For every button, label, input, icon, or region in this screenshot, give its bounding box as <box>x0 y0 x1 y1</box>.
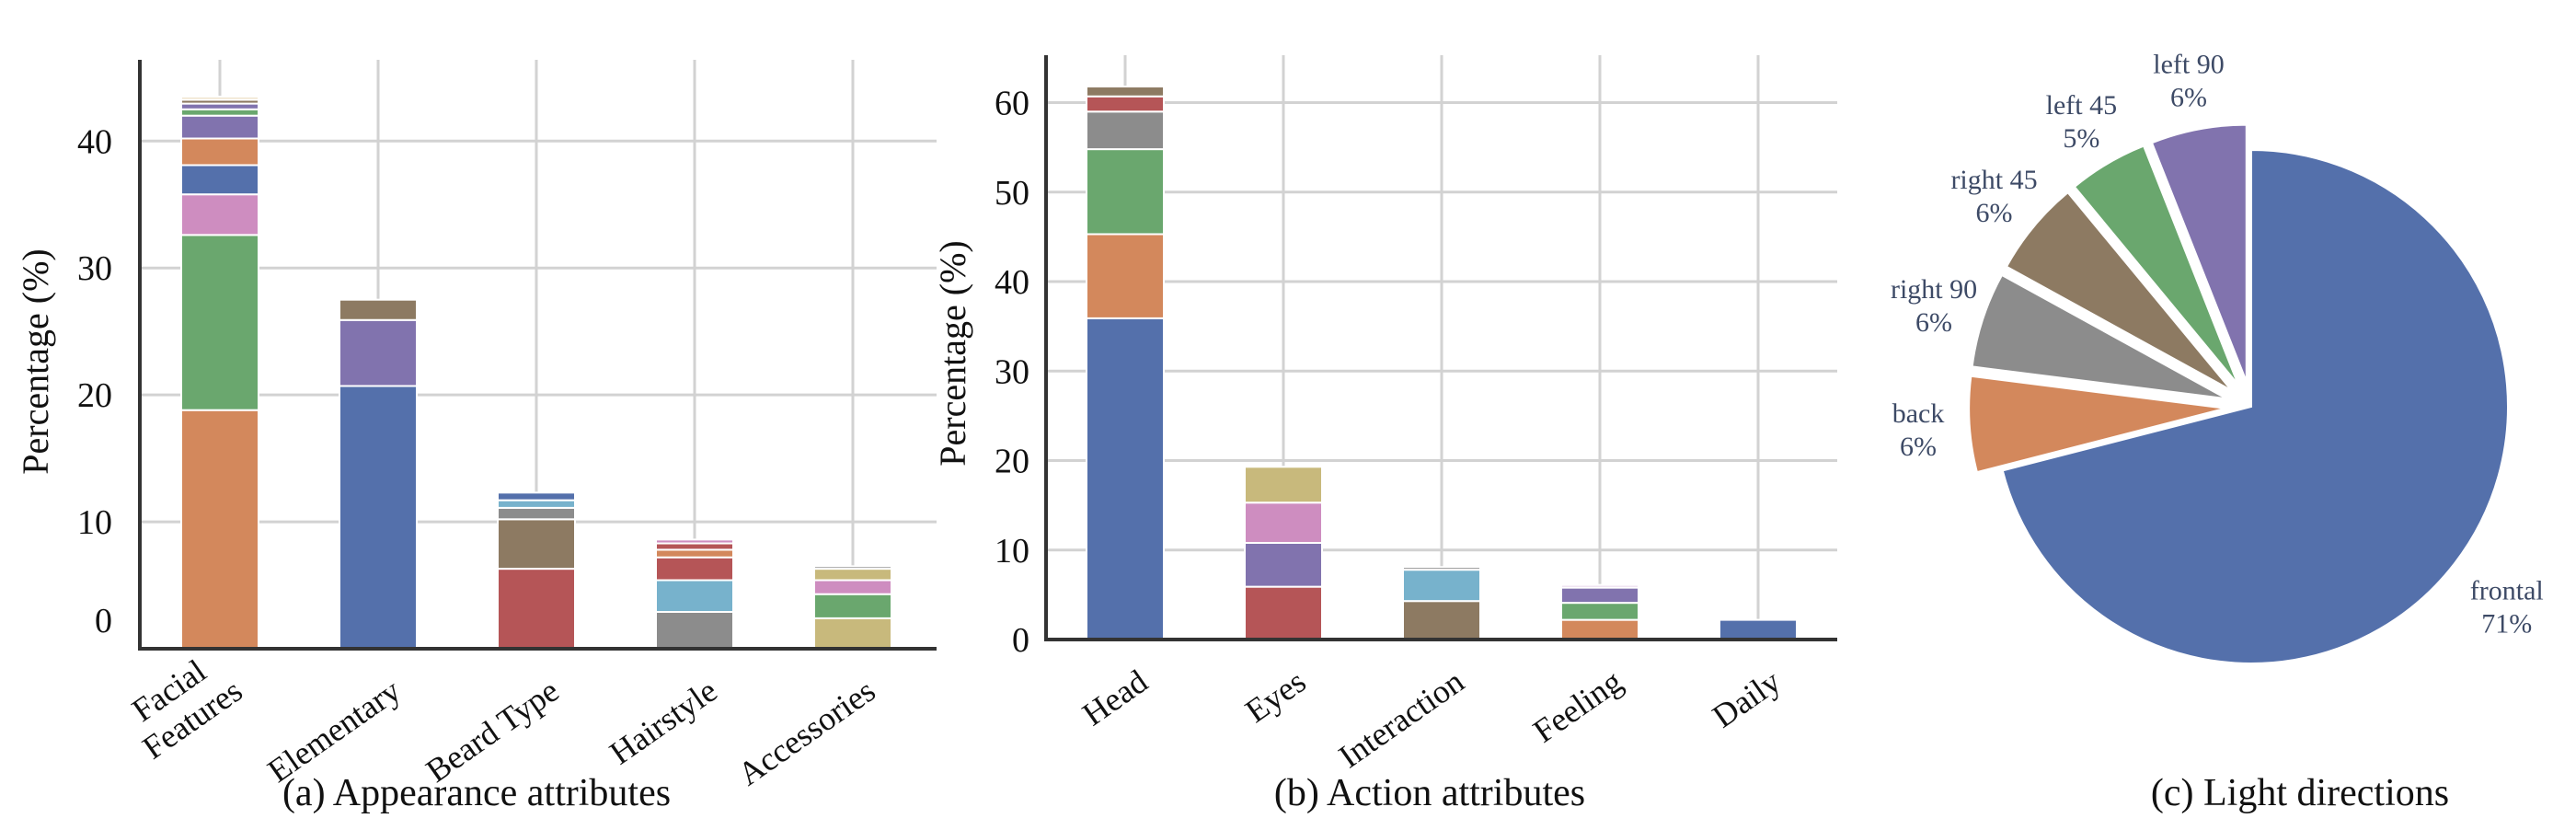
bar-segment <box>1560 586 1639 605</box>
bar-segment <box>497 506 576 521</box>
bar-segment <box>1086 110 1165 151</box>
pie-percent-label: 6% <box>1915 307 1952 338</box>
y-tick-label: 30 <box>77 249 112 288</box>
bar-chart-action: 0 10 20 30 40 50 60 Head Eyes Interaction Feeling D… <box>932 55 1837 814</box>
bar-segment <box>1086 317 1165 640</box>
bar-segment <box>1402 600 1481 641</box>
pie-percent-label: 5% <box>2063 123 2099 154</box>
bar-segment <box>655 611 734 650</box>
bar-segment <box>497 518 576 571</box>
x-tick-label-line: Interaction <box>1332 663 1471 775</box>
x-tick-label: Accessories <box>731 672 882 792</box>
x-tick-label: Head <box>1075 663 1154 732</box>
bar-segment <box>180 137 259 167</box>
x-tick-label-line: Head <box>1075 663 1154 732</box>
pie-label: left 45 <box>2046 90 2117 121</box>
bar-segment <box>1086 148 1165 236</box>
x-tick-label-line: Eyes <box>1238 663 1312 730</box>
bar-segment <box>813 565 892 571</box>
y-tick-label: 0 <box>1012 621 1029 660</box>
bar-segment <box>497 499 576 509</box>
bar-segment <box>180 234 259 411</box>
bar-segment <box>1560 602 1639 621</box>
bar-segment <box>813 568 892 582</box>
bar-segment <box>1244 466 1323 504</box>
x-tick-label: Eyes <box>1238 663 1312 730</box>
bar-segment <box>1402 566 1481 571</box>
y-tick-label: 10 <box>995 532 1029 571</box>
pie-slice <box>1971 273 2227 400</box>
bar-segment <box>813 593 892 619</box>
bar-segment <box>813 579 892 595</box>
y-tick-label: 40 <box>995 263 1029 302</box>
y-tick-label: 40 <box>77 122 112 161</box>
bar-segment <box>1244 541 1323 588</box>
pie-label: right 90 <box>1891 274 1977 305</box>
bar-segment <box>180 193 259 236</box>
y-tick-label: 60 <box>995 85 1029 123</box>
bar-segment <box>180 114 259 140</box>
pie-percent-label: 6% <box>1900 432 1937 462</box>
pie-label: left 90 <box>2153 50 2224 80</box>
x-tick-label-line: Accessories <box>731 672 882 792</box>
pie-slice <box>2150 123 2248 382</box>
x-tick-label: FacialFeatures <box>115 641 249 766</box>
bar-segment <box>497 568 576 651</box>
pie-percent-label: 6% <box>2170 83 2207 113</box>
x-tick-label: Interaction <box>1332 663 1471 775</box>
bar-segment <box>1086 86 1165 98</box>
y-tick-label: 0 <box>95 602 112 640</box>
bar-segment <box>1244 501 1323 544</box>
bar-segment <box>655 556 734 582</box>
x-tick-label: Daily <box>1706 663 1787 735</box>
chart-caption: (a) Appearance attributes <box>282 772 671 814</box>
bar-segment <box>339 298 418 321</box>
chart-caption: (c) Light directions <box>2151 772 2449 814</box>
y-tick-label: 20 <box>995 443 1029 481</box>
bar-segment <box>1402 569 1481 603</box>
bar-segment <box>497 491 576 501</box>
bar-segment <box>180 409 259 650</box>
bar-segment <box>655 538 734 545</box>
pie-slice <box>2001 148 2509 664</box>
bar-segment <box>655 548 734 559</box>
bar-segment <box>180 96 259 101</box>
y-tick-label: 10 <box>77 503 112 542</box>
y-tick-label: 20 <box>77 376 112 415</box>
chart-caption: (b) Action attributes <box>1274 772 1585 814</box>
y-axis-label: Percentage (%) <box>932 240 973 466</box>
pie-slice <box>2073 144 2239 386</box>
x-tick-label-line: Daily <box>1706 663 1787 735</box>
pie-slice <box>2005 190 2233 392</box>
bar-segment <box>1560 583 1639 589</box>
bar-segment <box>813 617 892 650</box>
pie-label: right 45 <box>1950 165 2037 195</box>
pie-percent-label: 6% <box>1976 198 2013 228</box>
y-tick-label: 50 <box>995 174 1029 213</box>
bar-segment <box>1560 618 1639 641</box>
pie-label: back <box>1892 398 1945 429</box>
pie-slice <box>1968 375 2226 474</box>
bar-segment <box>180 164 259 196</box>
y-tick-label: 30 <box>995 352 1029 391</box>
x-tick-label-line: Feeling <box>1526 663 1628 750</box>
bar-segment <box>655 542 734 551</box>
bar-segment <box>1244 585 1323 641</box>
bar-segment <box>339 385 418 650</box>
bar-segment <box>655 579 734 613</box>
bar-segment <box>339 318 418 387</box>
x-tick-label-line: Hairstyle <box>603 672 723 771</box>
bar-segment <box>180 108 259 117</box>
pie-percent-label: 71% <box>2481 608 2532 639</box>
bar-segment <box>1719 618 1798 641</box>
y-axis-label: Percentage (%) <box>15 248 56 474</box>
pie-label: frontal <box>2470 575 2544 605</box>
x-tick-label: Feeling <box>1526 663 1628 750</box>
x-tick-label: Hairstyle <box>603 672 723 771</box>
bar-segment <box>1086 233 1165 319</box>
bar-segment <box>1086 95 1165 113</box>
